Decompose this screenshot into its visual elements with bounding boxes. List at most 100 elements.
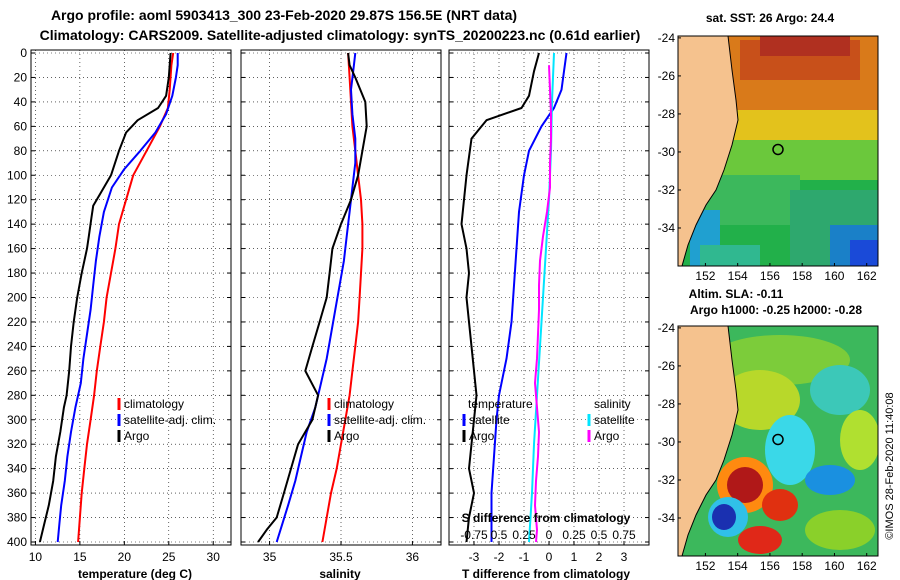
sst-map-title: sat. SST: 26 Argo: 24.4 [706,11,835,25]
y-tick-label: 400 [7,535,27,549]
temperature-legend: climatology satellite-adj. clim. Argo [117,397,216,443]
salinity-x-label: salinity [319,567,361,580]
x-tick-label: 36 [406,550,420,564]
legend-label-satellite: satellite-adj. clim. [334,413,426,427]
map-y-tick-label: -28 [658,397,676,411]
map-y-tick-label: -32 [658,473,676,487]
difference-x-label: T difference from climatology [462,567,630,580]
map-x-tick-label: 154 [728,269,748,283]
sst-profile-location-marker [772,143,784,156]
x-tick-label: 3 [621,550,628,564]
map-x-tick-label: 154 [728,559,748,573]
x2-tick-label: 0 [546,528,553,542]
sla-map-title-line-2: Argo h1000: -0.25 h2000: -0.28 [690,303,862,317]
x-tick-label: 25 [162,550,176,564]
map-y-tick-label: -28 [658,107,676,121]
legend-label-t-argo: Argo [469,429,495,443]
y-tick-label: 360 [7,486,27,500]
y-tick-label: 260 [7,364,27,378]
legend-label-argo: Argo [124,429,150,443]
legend-title-salinity: salinity [594,397,631,411]
x2-tick-label: 0.25 [562,528,586,542]
map-x-tick-label: 152 [695,269,715,283]
sla-map-axes: 152 154 156 158 160 162 -24 -26 -28 -30 -32 -34 [658,321,877,573]
x-tick-label: 20 [118,550,132,564]
map-x-tick-label: 158 [792,559,812,573]
title-line-2: Climatology: CARS2009. Satellite-adjuste… [40,27,641,43]
x-tick-label: -3 [469,550,480,564]
y-tick-label: 320 [7,437,27,451]
legend-label-s-argo: Argo [594,429,620,443]
sst-map-field [678,36,878,266]
y-tick-label: 300 [7,413,27,427]
y-tick-label: 200 [7,291,27,305]
y-tick-label: 160 [7,242,27,256]
x-tick-label: 0 [546,550,553,564]
map-y-tick-label: -34 [658,221,676,235]
map-x-tick-label: 162 [857,559,877,573]
series-group-salinity [257,52,368,543]
difference-x2-label: S difference from climatology [462,511,631,525]
y-tick-label: 180 [7,266,27,280]
x-tick-label: 2 [596,550,603,564]
map-x-tick-label: 162 [857,269,877,283]
series-line-climatology [321,52,364,543]
x2-tick-label: 0.5 [591,528,608,542]
map-y-tick-label: -34 [658,511,676,525]
map-x-tick-label: 156 [760,269,780,283]
series-line-satellite-adj-clim- [275,52,357,543]
legend-label-t-satellite: satellite [469,413,510,427]
y-tick-label: 80 [14,144,28,158]
map-x-tick-label: 152 [695,559,715,573]
map-y-tick-label: -24 [658,321,676,335]
legend-label-climatology: climatology [334,397,394,411]
legend-label-argo: Argo [334,429,360,443]
y-tick-label: 280 [7,388,27,402]
y-tick-label: 380 [7,511,27,525]
y-tick-label: 120 [7,193,27,207]
x-tick-label: 10 [29,550,43,564]
legend-label-satellite: satellite-adj. clim. [124,413,216,427]
series-line-salinity-argo [534,65,552,543]
series-line-temperature-satellite [490,52,568,542]
map-y-tick-label: -32 [658,183,676,197]
sla-profile-location-marker [772,433,784,446]
y-tick-label: 20 [14,70,28,84]
legend-title-temperature: temperature [468,397,533,411]
x2-tick-label: 0.75 [612,528,636,542]
y-tick-label: 60 [14,119,28,133]
x-tick-label: -1 [519,550,530,564]
x2-tick-label: -0.75 [460,528,488,542]
legend-label-climatology: climatology [124,397,184,411]
y-tick-label: 220 [7,315,27,329]
y-tick-label: 240 [7,339,27,353]
series-line-argo [38,52,172,543]
difference-legend: temperature satellite Argo salinity sate… [462,397,635,443]
x2-tick-label: 0.25 [512,528,536,542]
sst-map-axes: 152 154 156 158 160 162 -24 -26 -28 -30 -32 -34 [658,31,877,283]
series-group-temperature [38,52,179,543]
map-y-tick-label: -30 [658,435,676,449]
sst-map-frame [677,35,879,267]
y-tick-label: 140 [7,217,27,231]
x-tick-label: 35.5 [329,550,353,564]
y-tick-label: 40 [14,95,28,109]
series-line-temperature-argo [460,52,540,543]
y-tick-label: 0 [20,46,27,60]
y-tick-label: 340 [7,462,27,476]
x-tick-label: 35 [263,550,277,564]
sla-map-title-line-1: Altim. SLA: -0.11 [689,287,784,301]
x-tick-label: 1 [571,550,578,564]
legend-label-s-satellite: satellite [594,413,635,427]
map-x-tick-label: 156 [760,559,780,573]
x-tick-label: 15 [73,550,87,564]
map-y-tick-label: -26 [658,359,676,373]
map-x-tick-label: 160 [824,559,844,573]
temperature-x-label: temperature (deg C) [78,567,192,580]
map-x-tick-label: 160 [824,269,844,283]
series-group-difference [460,52,568,543]
title-line-1: Argo profile: aoml 5903413_300 23-Feb-20… [51,7,517,23]
x-tick-label: -2 [494,550,505,564]
sla-map-field [678,326,878,556]
